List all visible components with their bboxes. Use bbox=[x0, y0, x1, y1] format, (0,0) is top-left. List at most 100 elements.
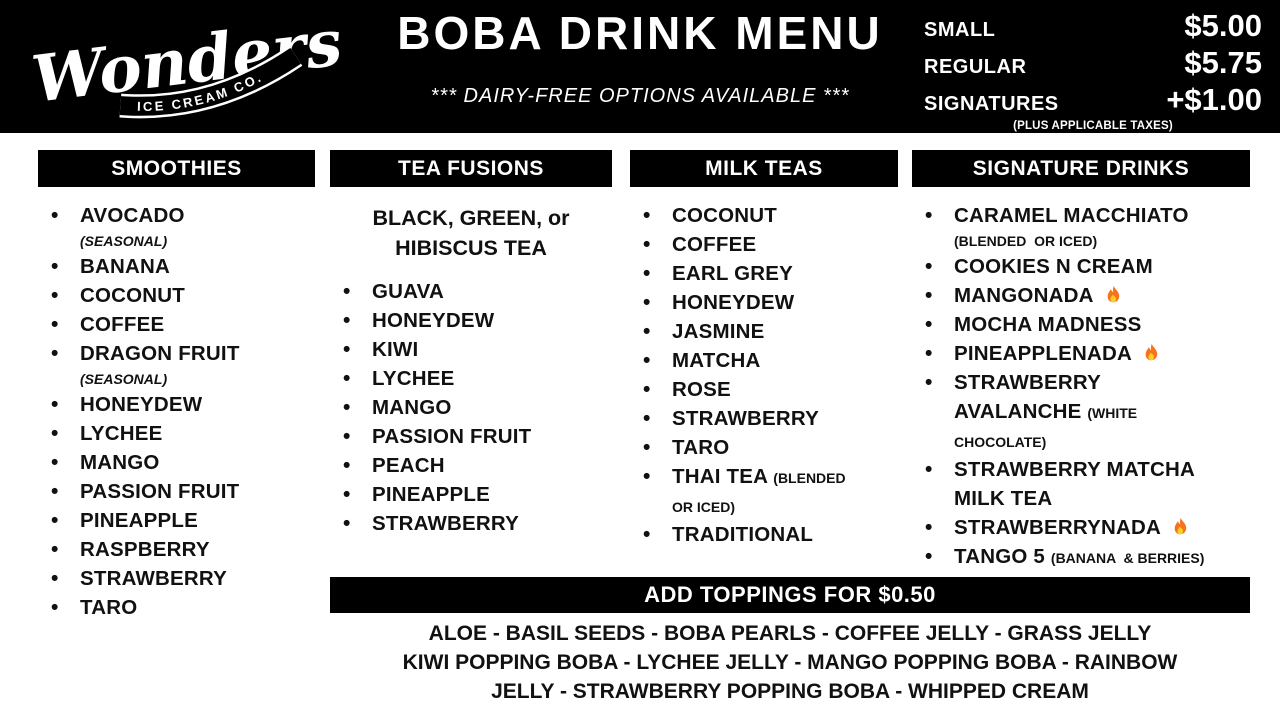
item-text: MANGO bbox=[372, 393, 612, 422]
menu-item: • PINEAPPLE bbox=[38, 506, 315, 535]
item-text: BANANA bbox=[80, 252, 315, 281]
menu-item: • MANGO bbox=[330, 393, 612, 422]
item-label: PASSION FRUIT bbox=[372, 425, 532, 448]
item-label: HONEYDEW bbox=[372, 309, 495, 332]
price-row: SIGNATURES +$1.00 bbox=[924, 82, 1262, 119]
bullet-icon: • bbox=[343, 425, 351, 448]
item-label: JASMINE bbox=[672, 320, 765, 343]
item-text: GUAVA bbox=[372, 277, 612, 306]
menu-item: • BANANA bbox=[38, 252, 315, 281]
item-label: PEACH bbox=[372, 454, 445, 477]
item-label: KIWI bbox=[372, 338, 419, 361]
bullet-icon: • bbox=[51, 596, 59, 619]
bullet-icon: • bbox=[51, 393, 59, 416]
bullet-icon: • bbox=[51, 451, 59, 474]
item-label: PASSION FRUIT bbox=[80, 480, 240, 503]
column-header: MILK TEAS bbox=[630, 150, 898, 187]
bullet-icon: • bbox=[643, 378, 651, 401]
menu-item: • LYCHEE bbox=[330, 364, 612, 393]
item-label: MANGONADA bbox=[954, 284, 1093, 307]
item-text: LYCHEE bbox=[372, 364, 612, 393]
item-label: COOKIES N CREAM bbox=[954, 255, 1153, 278]
column-signature-drinks: SIGNATURE DRINKS • CARAMEL MACCHIATO (BLEN… bbox=[912, 150, 1250, 571]
item-label: MOCHA MADNESS bbox=[954, 313, 1142, 336]
header-bar: Wonders ICE CREAM CO. BOBA DRINK MENU **… bbox=[0, 0, 1280, 133]
item-label: TANGO 5 bbox=[954, 545, 1045, 568]
item-label: TRADITIONAL bbox=[672, 523, 814, 546]
item-text: STRAWBERRY bbox=[80, 564, 315, 593]
bullet-icon: • bbox=[643, 436, 651, 459]
bullet-icon: • bbox=[51, 509, 59, 532]
menu-item: • COOKIES N CREAM bbox=[912, 252, 1250, 281]
menu-item: • CARAMEL MACCHIATO (BLENDED OR ICED) bbox=[912, 201, 1250, 252]
menu-item: • PASSION FRUIT bbox=[38, 477, 315, 506]
menu-item: • KIWI bbox=[330, 335, 612, 364]
toppings-banner: ADD TOPPINGS FOR $0.50 bbox=[330, 577, 1250, 613]
item-text: CARAMEL MACCHIATO (BLENDED OR ICED) bbox=[954, 201, 1250, 252]
item-text: DRAGON FRUIT (SEASONAL) bbox=[80, 339, 315, 390]
bullet-icon: • bbox=[51, 204, 59, 227]
menu-item: • DRAGON FRUIT (SEASONAL) bbox=[38, 339, 315, 390]
item-label: COFFEE bbox=[80, 313, 165, 336]
item-text: TRADITIONAL bbox=[672, 520, 898, 549]
menu-item: • STRAWBERRY bbox=[330, 509, 612, 538]
item-note: (SEASONAL) bbox=[80, 371, 168, 387]
bullet-icon: • bbox=[643, 204, 651, 227]
item-text: THAI TEA (BLENDED OR ICED) bbox=[672, 462, 898, 520]
bullet-icon: • bbox=[925, 545, 933, 568]
item-label: LYCHEE bbox=[80, 422, 163, 445]
menu-item: • MANGO bbox=[38, 448, 315, 477]
item-text: STRAWBERRY MATCHA MILK TEA bbox=[954, 455, 1250, 513]
column-header: TEA FUSIONS bbox=[330, 150, 612, 187]
menu-item: • TARO bbox=[630, 433, 898, 462]
item-label: STRAWBERRYNADA bbox=[954, 516, 1161, 539]
bullet-icon: • bbox=[643, 465, 651, 488]
bullet-icon: • bbox=[925, 458, 933, 481]
item-text: RASPBERRY bbox=[80, 535, 315, 564]
bullet-icon: • bbox=[343, 367, 351, 390]
bullet-icon: • bbox=[51, 255, 59, 278]
menu-item: • STRAWBERRY MATCHA MILK TEA bbox=[912, 455, 1250, 513]
menu-item: • COFFEE bbox=[38, 310, 315, 339]
bullet-icon: • bbox=[51, 342, 59, 365]
item-text: TANGO 5 (BANANA & BERRIES) bbox=[954, 542, 1250, 571]
menu-item: • RASPBERRY bbox=[38, 535, 315, 564]
menu-item: • MATCHA bbox=[630, 346, 898, 375]
item-label: PINEAPPLE bbox=[372, 483, 490, 506]
toppings-list: ALOE - BASIL SEEDS - BOBA PEARLS - COFFE… bbox=[402, 622, 1178, 703]
price-label: SIGNATURES bbox=[924, 93, 1059, 115]
item-text: KIWI bbox=[372, 335, 612, 364]
item-text: PEACH bbox=[372, 451, 612, 480]
item-text: MANGONADA bbox=[954, 281, 1250, 310]
flame-icon bbox=[1107, 285, 1119, 303]
item-note: (WHITE CHOCOLATE) bbox=[954, 405, 1138, 450]
menu-item: • TARO bbox=[38, 593, 315, 622]
column-milk-teas: MILK TEAS • COCONUT • COFFEE • EARL GREY • HONE… bbox=[630, 150, 898, 549]
item-text: PINEAPPLENADA bbox=[954, 339, 1250, 368]
menu-item: • HONEYDEW bbox=[630, 288, 898, 317]
bullet-icon: • bbox=[643, 407, 651, 430]
column-tea-fusions: TEA FUSIONS BLACK, GREEN, or HIBISCUS TE… bbox=[330, 150, 612, 538]
bullet-icon: • bbox=[925, 371, 933, 394]
bullet-icon: • bbox=[925, 516, 933, 539]
item-label: STRAWBERRY bbox=[372, 512, 520, 535]
item-label: GUAVA bbox=[372, 280, 444, 303]
item-text: TARO bbox=[672, 433, 898, 462]
menu-item: • JASMINE bbox=[630, 317, 898, 346]
item-text: STRAWBERRY AVALANCHE (WHITE CHOCOLATE) bbox=[954, 368, 1250, 455]
column-title: SIGNATURE DRINKS bbox=[972, 156, 1190, 180]
bullet-icon: • bbox=[643, 349, 651, 372]
bullet-icon: • bbox=[343, 309, 351, 332]
item-label: COCONUT bbox=[80, 284, 186, 307]
menu-item: • STRAWBERRY AVALANCHE (WHITE CHOCOLATE) bbox=[912, 368, 1250, 455]
column-header: SMOOTHIES bbox=[38, 150, 315, 187]
bullet-icon: • bbox=[925, 255, 933, 278]
column-title: TEA FUSIONS bbox=[398, 156, 544, 180]
bullet-icon: • bbox=[643, 320, 651, 343]
menu-item: • HONEYDEW bbox=[38, 390, 315, 419]
item-text: EARL GREY bbox=[672, 259, 898, 288]
bullet-icon: • bbox=[51, 284, 59, 307]
item-text: AVOCADO (SEASONAL) bbox=[80, 201, 315, 252]
bullet-icon: • bbox=[643, 523, 651, 546]
item-label: BANANA bbox=[80, 255, 171, 278]
